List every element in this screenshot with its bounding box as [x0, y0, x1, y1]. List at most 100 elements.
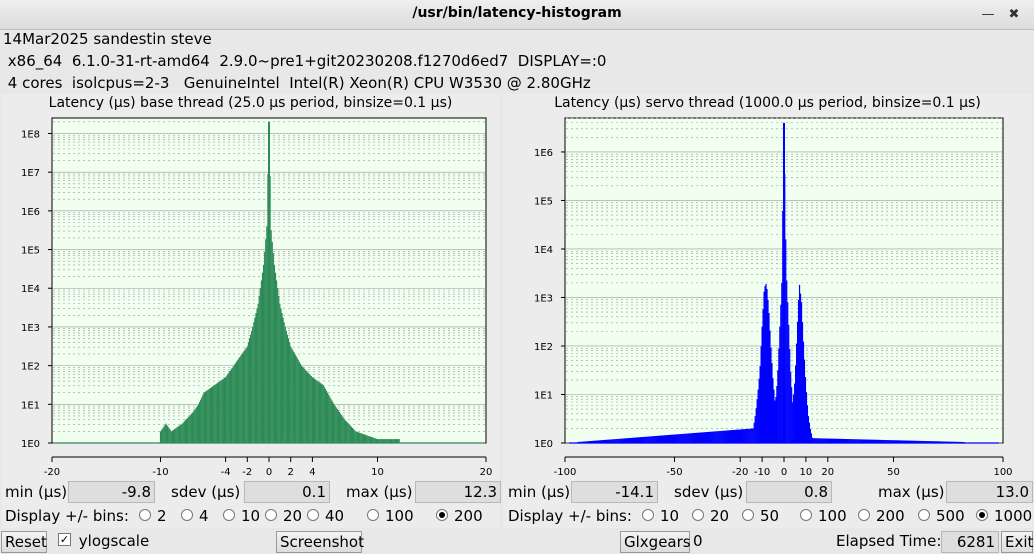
radio-button[interactable]: [918, 508, 930, 521]
radio-button[interactable]: [307, 508, 319, 521]
screenshot-button[interactable]: Screenshot: [276, 531, 364, 553]
servo-bar: [898, 440, 900, 443]
servo-bins-option-500[interactable]: 500: [918, 507, 965, 525]
radio-button[interactable]: [139, 508, 151, 521]
base-max-label: max (µs): [346, 483, 413, 501]
servo-bar: [915, 440, 917, 443]
base-bar: [346, 422, 348, 443]
glxgears-button[interactable]: Glxgears: [620, 531, 691, 553]
radio-button[interactable]: [181, 508, 193, 521]
base-bar: [266, 226, 268, 443]
servo-bar: [603, 439, 606, 443]
exit-button[interactable]: Exit: [1001, 531, 1033, 553]
servo-bar: [615, 439, 617, 443]
servo-bar: [651, 436, 653, 443]
servo-bar: [785, 239, 787, 443]
servo-bar: [643, 436, 645, 443]
base-bar: [167, 426, 169, 443]
servo-bar: [890, 440, 892, 443]
reset-button[interactable]: Reset: [1, 531, 47, 553]
servo-bar: [771, 362, 773, 443]
servo-bar: [716, 431, 718, 443]
servo-bar: [845, 438, 847, 443]
base-bar: [171, 430, 174, 443]
servo-bins-option-100[interactable]: 100: [800, 507, 847, 525]
base-bins-option-4[interactable]: 4: [181, 507, 209, 525]
servo-bar: [700, 432, 702, 443]
radio-button[interactable]: [265, 508, 277, 521]
servo-bar: [795, 343, 798, 443]
servo-bar: [617, 438, 619, 443]
servo-bar: [782, 210, 784, 443]
servo-bar: [766, 288, 768, 443]
ylogscale-toggle[interactable]: ✓ ylogscale: [58, 532, 149, 550]
close-icon[interactable]: ✖: [1008, 7, 1020, 22]
servo-bins-option-20[interactable]: 20: [692, 507, 729, 525]
servo-bar: [797, 299, 800, 443]
servo-bar: [673, 434, 675, 443]
servo-bins-option-10[interactable]: 10: [642, 507, 679, 525]
servo-bar: [592, 440, 595, 443]
radio-button[interactable]: [976, 508, 988, 521]
radio-label: 500: [936, 507, 965, 525]
servo-bar: [747, 428, 749, 443]
base-bar: [213, 385, 215, 443]
radio-button[interactable]: [367, 508, 379, 521]
servo-bar: [776, 386, 778, 443]
base-bins-option-2[interactable]: 2: [139, 507, 167, 525]
servo-bar: [854, 439, 856, 443]
base-bar: [360, 433, 362, 443]
radio-button[interactable]: [692, 508, 704, 521]
servo-bar: [874, 439, 877, 443]
radio-button[interactable]: [642, 508, 654, 521]
servo-bar: [864, 439, 867, 443]
servo-bins-option-200[interactable]: 200: [858, 507, 905, 525]
base-bins-option-10[interactable]: 10: [223, 507, 260, 525]
servo-bar: [697, 432, 699, 443]
ylogscale-checkbox[interactable]: ✓: [58, 533, 71, 546]
servo-bar: [608, 439, 610, 443]
radio-button[interactable]: [800, 508, 812, 521]
servo-bar: [749, 428, 751, 443]
servo-bar: [777, 370, 779, 443]
base-bar: [384, 439, 386, 443]
radio-button[interactable]: [223, 508, 235, 521]
servo-bar: [632, 437, 634, 443]
base-bar: [320, 383, 322, 443]
servo-bar: [659, 435, 662, 443]
servo-bar: [679, 434, 681, 443]
base-bar: [236, 360, 239, 443]
servo-bar: [723, 430, 725, 443]
servo-bins-option-1000[interactable]: 1000: [976, 507, 1032, 525]
radio-button[interactable]: [858, 508, 870, 521]
radio-button[interactable]: [742, 508, 754, 521]
servo-bar: [943, 441, 946, 443]
base-bar: [324, 388, 327, 443]
servo-bar: [878, 439, 880, 443]
base-bins-option-20[interactable]: 20: [265, 507, 302, 525]
servo-bar: [611, 439, 613, 443]
base-bins-option-200[interactable]: 200: [436, 507, 483, 525]
servo-bar: [648, 436, 650, 443]
base-bar: [187, 417, 189, 443]
base-bar: [267, 174, 269, 443]
servo-bar: [610, 439, 612, 443]
servo-bar: [714, 431, 716, 443]
base-bar: [177, 426, 179, 443]
servo-bins-option-50[interactable]: 50: [742, 507, 779, 525]
base-bar: [355, 431, 357, 443]
servo-bar: [886, 440, 888, 443]
servo-bar: [676, 434, 678, 443]
radio-button[interactable]: [436, 508, 448, 521]
servo-bar: [932, 441, 935, 443]
base-bar: [235, 361, 238, 443]
servo-bar: [881, 439, 883, 443]
servo-bar: [684, 433, 686, 443]
minimize-icon[interactable]: —: [981, 7, 995, 22]
base-bar: [251, 330, 253, 443]
base-bar: [363, 434, 366, 443]
base-bar: [375, 438, 378, 443]
base-bar: [372, 437, 374, 443]
base-bins-option-40[interactable]: 40: [307, 507, 344, 525]
base-bins-option-100[interactable]: 100: [367, 507, 414, 525]
